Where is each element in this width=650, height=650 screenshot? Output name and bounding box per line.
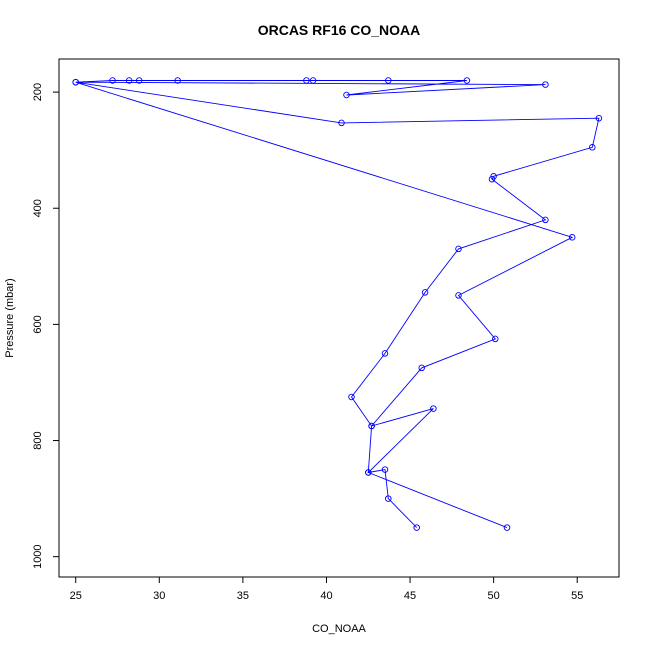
- plot-frame: [58, 58, 620, 578]
- data-point: [413, 524, 420, 531]
- data-point: [135, 77, 143, 84]
- x-tick-label: 30: [153, 590, 165, 602]
- data-point: [503, 524, 511, 531]
- data-point: [430, 405, 437, 412]
- y-tick-label: 800: [32, 431, 44, 449]
- data-point: [463, 77, 471, 84]
- y-tick-label: 600: [32, 315, 44, 333]
- y-tick-label: 1000: [32, 544, 44, 568]
- x-tick-label: 35: [237, 590, 249, 602]
- y-axis-label: Pressure (mbar): [4, 278, 16, 357]
- x-axis: 25 30 35 40 45 50 55: [70, 576, 583, 602]
- y-tick-label: 200: [32, 83, 44, 101]
- data-point: [72, 78, 79, 86]
- data-point: [421, 289, 429, 296]
- data-point: [595, 114, 603, 122]
- data-point: [348, 393, 355, 401]
- data-point: [338, 119, 345, 127]
- series-layer: [72, 77, 603, 531]
- data-point: [568, 234, 576, 241]
- y-tick-label: 400: [32, 199, 44, 217]
- data-point: [385, 77, 392, 84]
- data-point: [365, 469, 372, 476]
- data-point: [589, 144, 596, 151]
- data-point: [385, 495, 392, 502]
- data-point: [125, 77, 133, 84]
- data-point: [309, 77, 317, 84]
- data-point: [109, 77, 116, 84]
- data-point: [381, 466, 389, 473]
- chart-title: ORCAS RF16 CO_NOAA: [258, 22, 421, 38]
- data-point: [455, 245, 462, 253]
- x-tick-label: 45: [404, 590, 416, 602]
- data-point: [343, 91, 350, 99]
- data-point: [490, 173, 497, 180]
- data-point: [381, 350, 389, 357]
- x-tick-label: 40: [320, 590, 332, 602]
- data-point: [542, 81, 549, 88]
- data-point: [492, 335, 499, 343]
- data-point: [455, 292, 462, 299]
- series-line: [75, 80, 600, 529]
- data-point: [303, 77, 310, 84]
- data-point: [368, 422, 375, 430]
- x-tick-label: 55: [571, 590, 583, 602]
- y-axis: 200 400 600 800 1000: [32, 83, 60, 569]
- x-axis-label: CO_NOAA: [312, 623, 366, 635]
- data-point: [418, 364, 425, 372]
- x-tick-label: 25: [70, 590, 82, 602]
- data-point: [174, 77, 181, 84]
- data-point: [542, 216, 549, 224]
- x-tick-label: 50: [488, 590, 500, 602]
